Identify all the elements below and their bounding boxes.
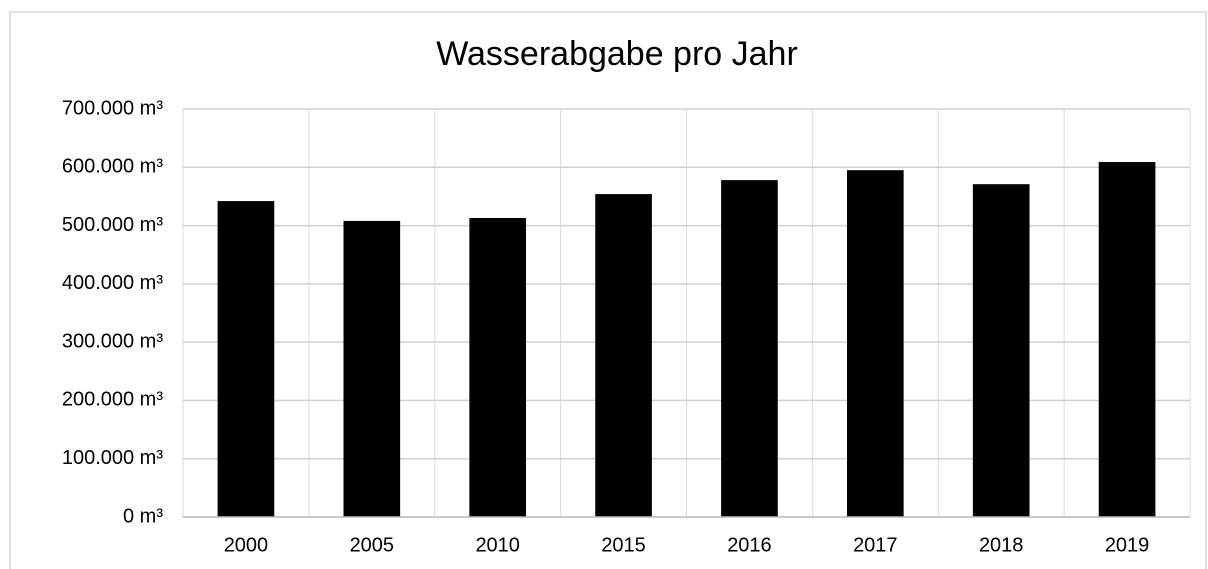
x-tick-label: 2010 — [475, 534, 520, 556]
y-tick-label: 700.000 m³ — [62, 97, 164, 119]
x-tick-label: 2018 — [979, 534, 1024, 556]
y-tick-label: 500.000 m³ — [62, 214, 164, 236]
y-tick-label: 300.000 m³ — [62, 330, 164, 352]
y-tick-label: 100.000 m³ — [62, 447, 164, 469]
x-tick-label: 2000 — [224, 534, 269, 556]
x-tick-label: 2019 — [1105, 534, 1150, 556]
bar — [721, 180, 778, 517]
bar — [846, 170, 904, 517]
x-tick-label: 2017 — [853, 534, 898, 556]
bar — [217, 201, 275, 517]
chart-title: Wasserabgabe pro Jahr — [436, 35, 798, 73]
bar — [972, 184, 1030, 517]
x-tick-label: 2016 — [727, 534, 772, 556]
y-tick-label: 600.000 m³ — [62, 156, 164, 178]
x-tick-label: 2005 — [350, 534, 395, 556]
bar — [343, 220, 401, 517]
x-tick-label: 2015 — [601, 534, 646, 556]
bar — [469, 217, 527, 517]
bar — [595, 194, 652, 517]
y-tick-label: 0 m³ — [123, 505, 163, 527]
y-tick-label: 400.000 m³ — [62, 272, 164, 294]
bar — [1098, 162, 1156, 518]
y-tick-label: 200.000 m³ — [62, 389, 164, 411]
